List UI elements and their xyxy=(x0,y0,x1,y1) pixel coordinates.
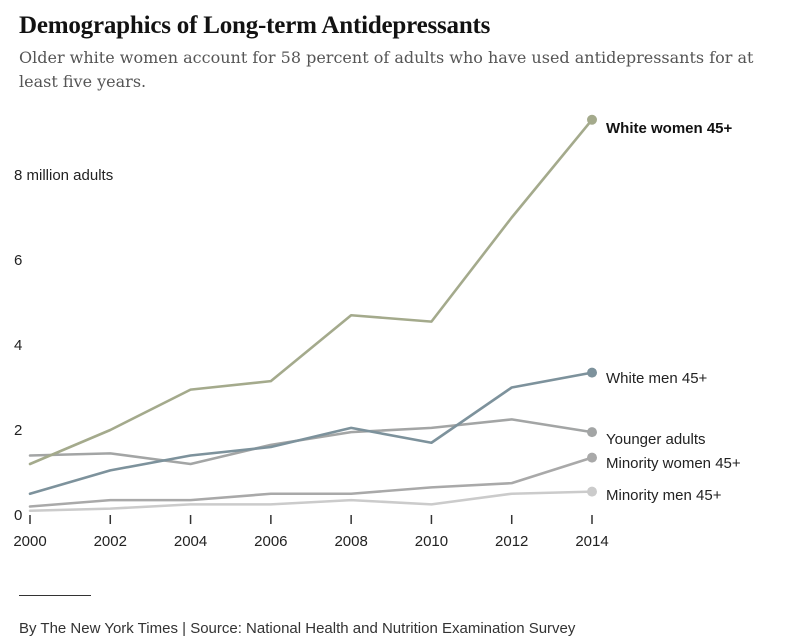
footer-divider xyxy=(19,595,91,596)
x-tick-label: 2008 xyxy=(334,533,367,550)
series-end-dot xyxy=(587,486,597,497)
line-chart: 0 2 4 6 8 million adults 2000 2002 2004 2006 2008… xyxy=(13,114,741,550)
series-end-dot xyxy=(587,452,597,463)
x-tick-label: 2004 xyxy=(174,533,207,550)
x-tick-label: 2006 xyxy=(254,533,287,550)
y-tick-label: 6 xyxy=(14,252,22,269)
x-tick-label: 2000 xyxy=(13,533,46,550)
series-line xyxy=(28,371,594,496)
series-line xyxy=(28,418,594,466)
y-tick-label: 0 xyxy=(14,507,22,524)
series-label: Minority men 45+ xyxy=(606,487,722,504)
y-tick-label: 2 xyxy=(14,422,22,439)
series-label: White men 45+ xyxy=(606,370,708,387)
x-tick-label: 2012 xyxy=(495,533,528,550)
series-end-dot xyxy=(587,114,597,125)
series-end-dot xyxy=(587,367,597,378)
x-tick-label: 2002 xyxy=(94,533,127,550)
series-line xyxy=(28,118,594,466)
y-tick-label: 8 million adults xyxy=(14,167,113,184)
series-label: Minority women 45+ xyxy=(606,455,741,472)
series-label: White women 45+ xyxy=(606,120,733,137)
series-line xyxy=(28,490,594,513)
series-label: Younger adults xyxy=(606,431,706,448)
x-tick-label: 2014 xyxy=(575,533,608,550)
chart-title: Demographics of Long-term Antidepressant… xyxy=(19,12,491,39)
y-tick-label: 4 xyxy=(14,337,22,354)
series-end-dot xyxy=(587,427,597,438)
series-line xyxy=(28,456,594,508)
source-credit: By The New York Times | Source: National… xyxy=(19,620,576,637)
chart-subtitle: Older white women account for 58 percent… xyxy=(19,48,754,91)
x-tick-label: 2010 xyxy=(415,533,448,550)
